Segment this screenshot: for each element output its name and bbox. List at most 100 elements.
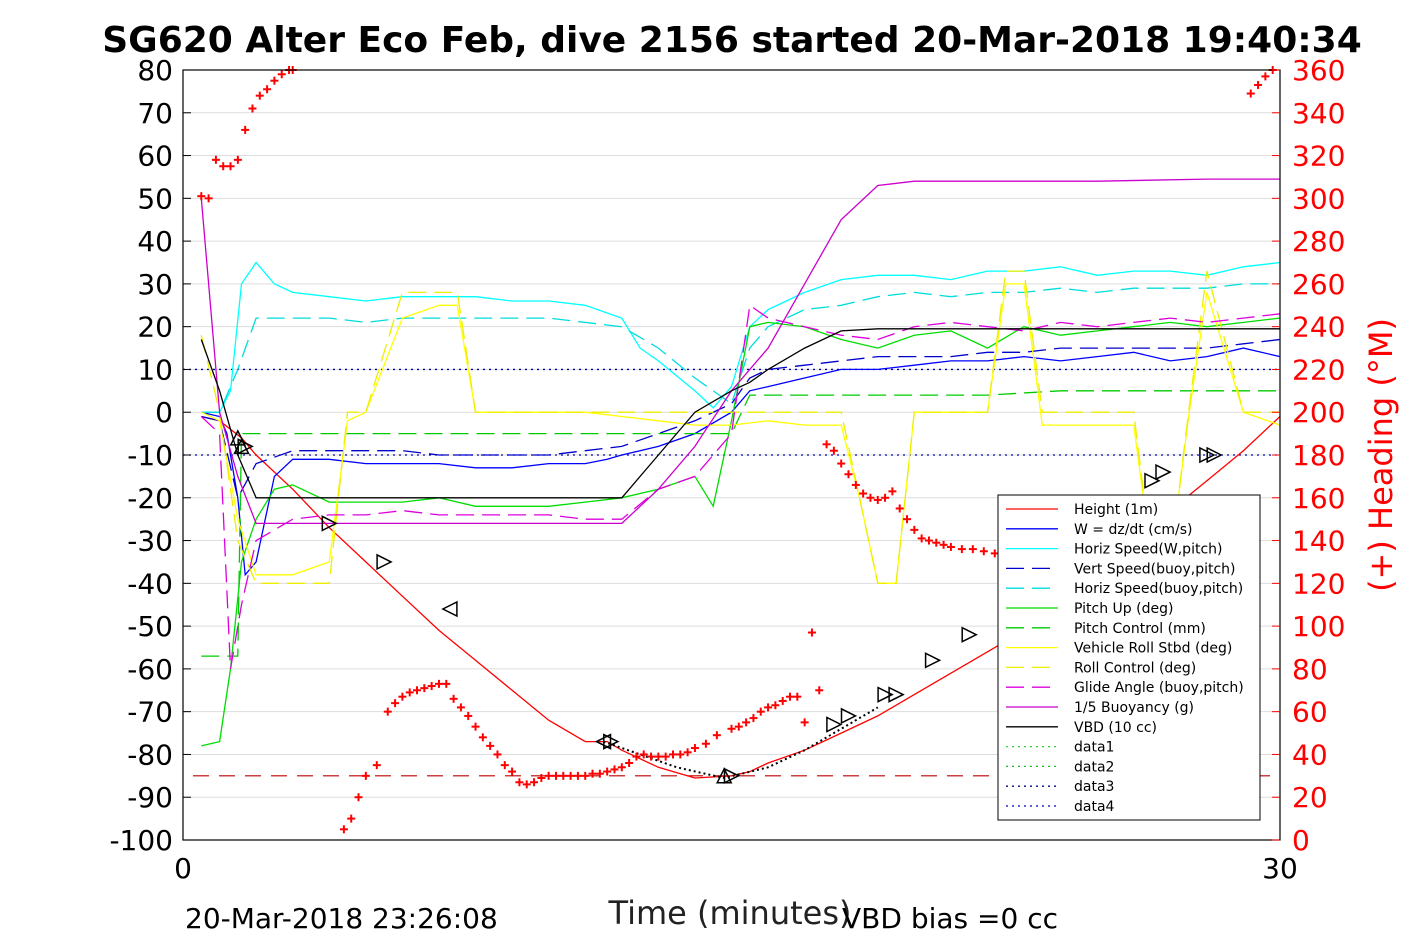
heading-point (241, 125, 250, 134)
heading-point (829, 446, 838, 455)
gps-marker (441, 600, 458, 618)
heading-point (647, 752, 656, 761)
legend-entry: data3 (1074, 779, 1114, 795)
heading-point (888, 487, 897, 496)
y-tick-label: 50 (137, 182, 173, 215)
heading-point (508, 767, 517, 776)
heading-point (668, 750, 677, 759)
y2-tick-label: 40 (1292, 738, 1328, 771)
heading-point (749, 714, 758, 723)
heading-point (248, 104, 257, 113)
footer-timestamp: 20-Mar-2018 23:26:08 (185, 902, 498, 935)
gps-marker (1144, 472, 1161, 489)
heading-point (701, 739, 710, 748)
heading-point (486, 741, 495, 750)
heading-point (383, 707, 392, 716)
heading-point (756, 707, 765, 716)
legend-entry: VBD (10 cc) (1074, 720, 1157, 736)
legend-entry: data2 (1074, 759, 1114, 775)
y-tick-label: 60 (137, 140, 173, 173)
heading-point (478, 733, 487, 742)
heading-point (917, 534, 926, 543)
x-axis-label: Time (minutes) (608, 894, 852, 932)
gps-marker (376, 553, 393, 571)
y2-axis-label: (+) Heading (°M) (1362, 318, 1400, 592)
heading-point (405, 688, 414, 697)
heading-point (530, 778, 539, 787)
heading-point (255, 91, 264, 100)
heading-point (226, 162, 235, 171)
legend-entry: data1 (1074, 740, 1114, 756)
heading-point (903, 515, 912, 524)
heading-point (1261, 72, 1270, 81)
heading-point (588, 769, 597, 778)
heading-point (566, 771, 575, 780)
y2-tick-label: 220 (1292, 353, 1345, 386)
heading-point (573, 771, 582, 780)
heading-point (1254, 80, 1263, 89)
heading-point (910, 525, 919, 534)
y-tick-label: -70 (127, 696, 173, 729)
heading-point (712, 731, 721, 740)
heading-point (851, 480, 860, 489)
heading-point (895, 504, 904, 513)
heading-point (786, 692, 795, 701)
y-tick-label: -30 (127, 525, 173, 558)
heading-point (211, 155, 220, 164)
footer-vbd-bias: VBD bias =0 cc (842, 902, 1058, 935)
heading-point (603, 767, 612, 776)
heading-point (471, 722, 480, 731)
series-line-5 (201, 317, 1281, 747)
heading-point (522, 780, 531, 789)
heading-point (639, 750, 648, 759)
series-line-11 (200, 328, 1280, 499)
gps-marker (321, 515, 338, 532)
y-tick-label: -20 (127, 482, 173, 515)
heading-point (661, 752, 670, 761)
heading-point (427, 682, 436, 690)
heading-point (690, 744, 699, 753)
y-tick-label: 30 (137, 268, 173, 301)
heading-point (581, 771, 590, 780)
heading-point (434, 679, 443, 688)
series-line-9 (200, 304, 1281, 670)
y2-tick-label: 100 (1292, 610, 1345, 643)
heading-point (610, 765, 619, 774)
series-line-7 (201, 283, 1281, 584)
heading-point (347, 814, 356, 823)
heading-point (625, 759, 634, 767)
x-tick-label: 30 (1262, 852, 1298, 885)
heading-point (544, 771, 553, 780)
heading-point (866, 493, 875, 502)
heading-point (219, 162, 228, 171)
y2-tick-label: 320 (1292, 140, 1345, 173)
y2-tick-label: 120 (1292, 567, 1345, 600)
heading-point (815, 686, 824, 695)
heading-point (924, 536, 933, 545)
y-tick-label: 70 (137, 97, 173, 130)
heading-point (844, 470, 853, 479)
heading-point (551, 771, 560, 780)
heading-point (939, 540, 948, 549)
y-tick-label: -90 (127, 781, 173, 814)
legend-entry: Vehicle Roll Stbd (deg) (1074, 641, 1232, 657)
heading-point (807, 628, 816, 637)
heading-point (339, 825, 348, 834)
heading-point (456, 703, 465, 712)
bottom-dotted-overlay (603, 706, 879, 780)
legend-entry: Glide Angle (buoy,pitch) (1074, 680, 1244, 696)
heading-point (372, 761, 381, 770)
series-line-3 (201, 338, 1281, 500)
legend-entry: 1/5 Buoyancy (g) (1074, 700, 1194, 716)
y-tick-label: -50 (127, 610, 173, 643)
heading-point (654, 752, 663, 761)
gps-marker (888, 686, 905, 703)
y2-tick-label: 180 (1292, 439, 1345, 472)
y2-tick-label: 0 (1292, 824, 1310, 857)
gps-marker (723, 767, 741, 785)
series-line-4 (201, 283, 1280, 413)
y-tick-label: 10 (137, 353, 173, 386)
heading-point (881, 493, 890, 502)
heading-point (391, 699, 400, 708)
